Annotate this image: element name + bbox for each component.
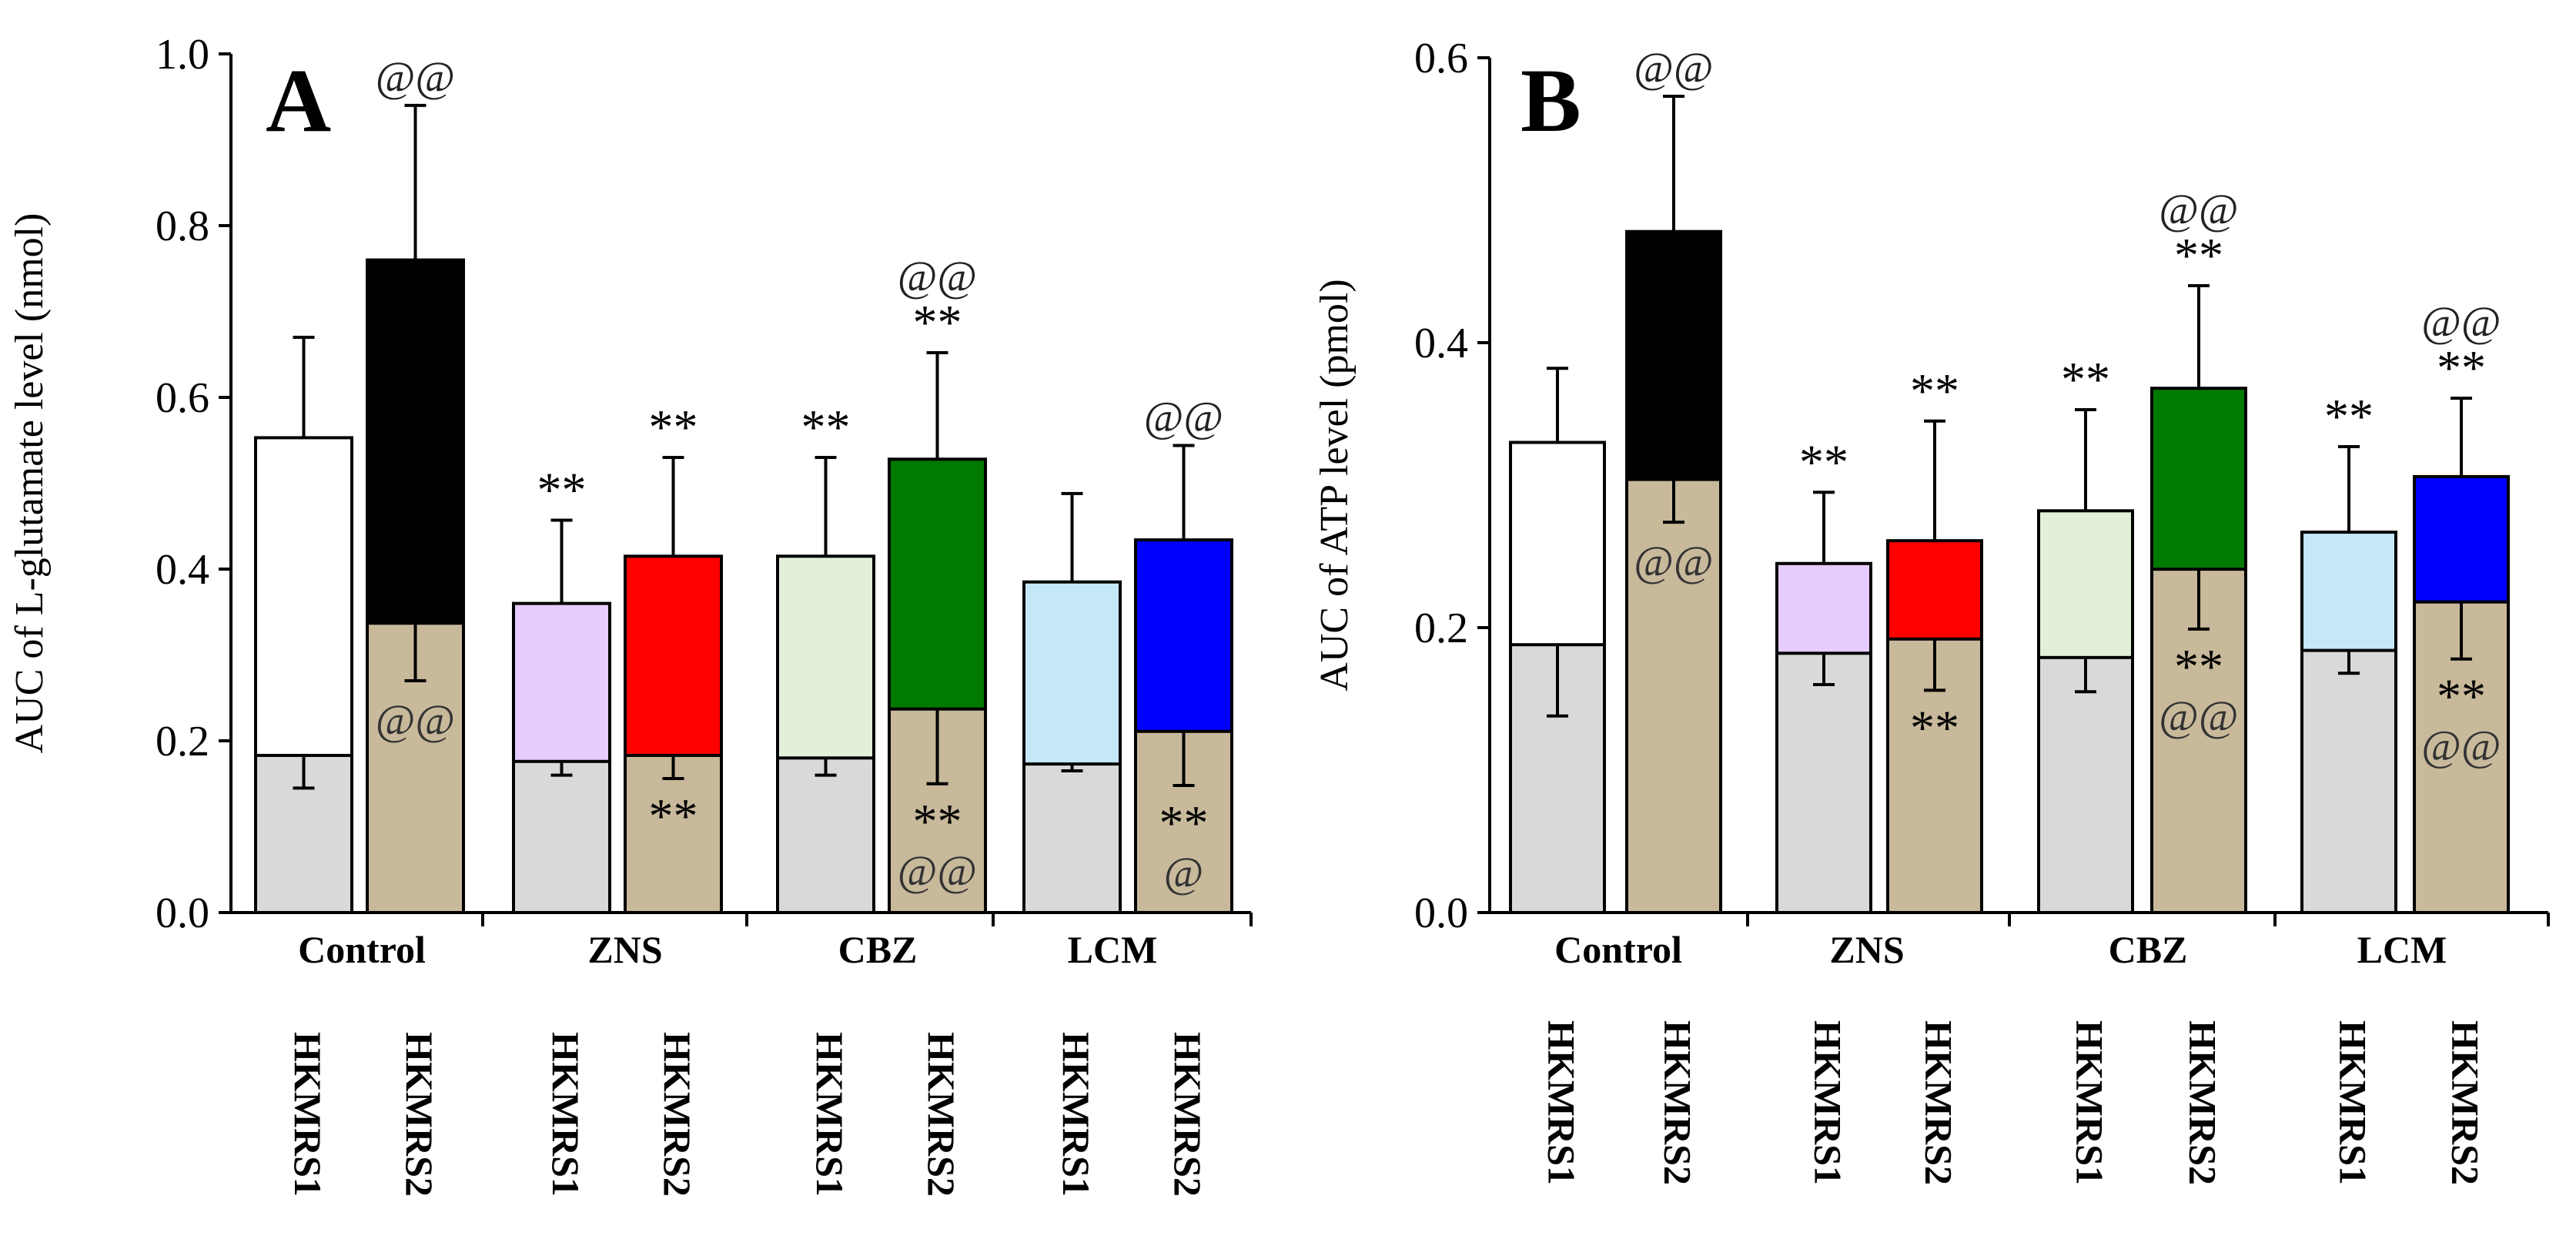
significance-mark-inside: @ [1164, 849, 1204, 897]
significance-mark-above: ** [913, 295, 962, 350]
bar-basal [512, 759, 611, 915]
bar-group-cbz-hkmrs1: ** [776, 400, 875, 915]
bar-group-zns-hkmrs1: ** [1775, 434, 1872, 914]
bar-group-lcm-hkmrs1 [1022, 491, 1122, 914]
bar-group-lcm-hkmrs1: ** [2300, 389, 2397, 914]
group-label-control: Control [1554, 928, 1682, 971]
group-label-cbz: CBZ [838, 928, 918, 971]
bar-label: HKMRS1 [286, 1032, 330, 1197]
significance-mark-above: @@ [2421, 299, 2501, 347]
group-label-lcm: LCM [2357, 928, 2447, 971]
significance-mark-above: ** [801, 400, 851, 454]
bar-group-cbz-hkmrs2: @@****@@ [888, 253, 987, 914]
bar-label: HKMRS1 [1807, 1020, 1850, 1185]
y-axis-label: AUC of L-glutamate level (nmol) [8, 213, 52, 754]
significance-mark-above: ** [1910, 363, 1959, 418]
bar-group-lcm-hkmrs2: @@ **@ [1134, 394, 1233, 915]
bar-label: HKMRS1 [2069, 1020, 2112, 1185]
significance-mark-inside: @@ [2159, 693, 2238, 741]
bar-label: HKMRS1 [808, 1032, 851, 1197]
significance-mark-above: ** [1799, 434, 1848, 489]
bar-group-control-hkmrs1 [1509, 367, 1606, 914]
significance-mark-above: ** [2174, 228, 2223, 283]
bar-group-control-hkmrs2: @@ @@ [366, 54, 465, 915]
y-axis-label: AUC of ATP level (pmol) [1313, 279, 1357, 691]
group-label-zns: ZNS [1829, 928, 1904, 971]
bar-label: HKMRS1 [1055, 1032, 1098, 1197]
bar-basal [1775, 651, 1872, 914]
significance-mark-above: ** [649, 400, 698, 454]
bar-basal [2037, 655, 2134, 914]
significance-mark-above: ** [2324, 389, 2374, 444]
significance-mark-above: ** [2437, 340, 2486, 395]
bar-label: HKMRS2 [2182, 1020, 2225, 1185]
bar-label: HKMRS2 [1918, 1020, 1961, 1185]
significance-mark-inside: @@ [898, 848, 977, 896]
bar-group-zns-hkmrs2: ** ** [1886, 363, 1983, 915]
y-tick-label: 0.2 [156, 718, 209, 765]
y-tick-label: 0.6 [1414, 35, 1468, 82]
bar-basal [624, 753, 723, 915]
bar-group-zns-hkmrs2: ** ** [624, 400, 723, 915]
y-tick-label: 0.0 [156, 889, 209, 937]
bar-label: HKMRS2 [656, 1032, 699, 1197]
y-tick-label: 0.2 [1414, 605, 1468, 652]
significance-mark-above: @@ [376, 54, 455, 102]
bar-basal [776, 756, 875, 914]
significance-mark-inside: ** [913, 794, 962, 849]
significance-mark-inside: ** [2174, 639, 2223, 694]
significance-mark-inside: ** [1910, 700, 1959, 755]
panel-a: @@@@********@@****@@@@**@0.00.20.40.60.8… [8, 31, 1253, 1197]
bar-label: HKMRS2 [398, 1032, 441, 1197]
significance-mark-above: @@ [1634, 45, 1713, 92]
significance-mark-above: @@ [2159, 186, 2238, 234]
significance-mark-above: ** [537, 462, 587, 517]
significance-mark-above: ** [2061, 352, 2110, 407]
y-tick-label: 0.6 [156, 374, 209, 422]
y-tick-label: 0.4 [156, 546, 209, 594]
panel-b: @@@@********@@****@@**@@****@@0.00.20.40… [1313, 35, 2550, 1185]
significance-mark-inside: @@ [376, 697, 455, 745]
group-label-control: Control [298, 928, 426, 971]
bar-label: HKMRS1 [2332, 1020, 2375, 1185]
bar-label: HKMRS2 [1657, 1020, 1700, 1185]
y-tick-label: 0.8 [156, 203, 209, 250]
bar-group-lcm-hkmrs2: @@****@@ [2413, 299, 2510, 914]
y-tick-label: 1.0 [156, 31, 209, 79]
significance-mark-inside: ** [2437, 669, 2486, 724]
significance-mark-above: @@ [1144, 394, 1223, 441]
bar-label: HKMRS1 [544, 1032, 587, 1197]
bar-basal [1022, 762, 1122, 914]
group-label-lcm: LCM [1068, 928, 1158, 971]
panel-letter: A [266, 50, 331, 151]
bar-label: HKMRS2 [1166, 1032, 1209, 1197]
y-tick-label: 0.4 [1414, 320, 1468, 367]
bar-group-zns-hkmrs1: ** [512, 462, 611, 915]
significance-mark-inside: ** [649, 789, 698, 843]
significance-mark-inside: @@ [2421, 723, 2501, 771]
bar-group-cbz-hkmrs2: @@****@@ [2150, 186, 2247, 915]
bar-label: HKMRS1 [1541, 1020, 1584, 1185]
bar-group-control-hkmrs1 [254, 335, 353, 915]
bar-group-cbz-hkmrs1: ** [2037, 352, 2134, 914]
group-label-cbz: CBZ [2109, 928, 2188, 971]
bar-basal [1625, 477, 1722, 914]
bar-label: HKMRS2 [2444, 1020, 2487, 1185]
panel-letter: B [1521, 50, 1581, 151]
significance-mark-above: @@ [898, 253, 977, 301]
bar-label: HKMRS2 [920, 1032, 963, 1197]
bar-basal [2300, 648, 2397, 914]
y-tick-label: 0.0 [1414, 889, 1468, 937]
significance-mark-inside: @@ [1634, 538, 1713, 586]
group-label-zns: ZNS [587, 928, 662, 971]
bar-group-control-hkmrs2: @@ @@ [1625, 45, 1722, 914]
significance-mark-inside: ** [1159, 795, 1209, 850]
